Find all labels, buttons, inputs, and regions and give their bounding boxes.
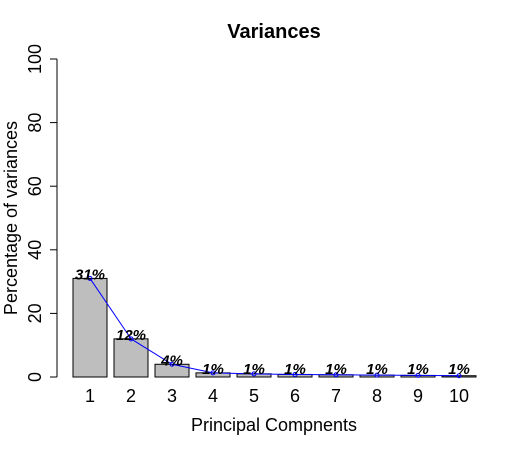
x-tick-label: 7 xyxy=(331,386,341,406)
data-label: 1% xyxy=(448,361,470,378)
trend-point xyxy=(87,275,93,281)
y-axis-label: Percentage of variances xyxy=(1,121,21,315)
data-label: 12% xyxy=(116,327,146,344)
x-tick-label: 6 xyxy=(290,386,300,406)
trend-point xyxy=(456,373,462,379)
trend-point xyxy=(210,370,216,376)
y-tick-label: 80 xyxy=(25,113,45,133)
bar xyxy=(113,338,149,378)
y-tick-label: 100 xyxy=(25,44,45,74)
y-tick-label: 0 xyxy=(25,372,45,382)
x-tick-label: 2 xyxy=(126,386,136,406)
trend-point xyxy=(292,371,298,377)
bar xyxy=(72,277,108,378)
data-label: 1% xyxy=(366,361,388,378)
x-tick-label: 9 xyxy=(413,386,423,406)
x-axis-label: Principal Compnents xyxy=(191,415,357,435)
trend-point xyxy=(333,372,339,378)
chart-title: Variances xyxy=(227,21,320,43)
x-tick-label: 4 xyxy=(208,386,218,406)
x-tick-label: 10 xyxy=(449,386,469,406)
trend-line-group xyxy=(87,275,462,379)
data-labels-group: 31% 12% 4% 1% 1% 1% 1% 1% 1% 1% xyxy=(75,266,470,378)
data-label: 1% xyxy=(202,361,224,378)
x-tick-label: 5 xyxy=(249,386,259,406)
y-tick-label: 60 xyxy=(25,176,45,196)
trend-point xyxy=(415,372,421,378)
y-tick-label: 40 xyxy=(25,240,45,260)
x-tick-label: 1 xyxy=(85,386,95,406)
data-label: 1% xyxy=(243,361,265,378)
trend-point xyxy=(169,361,175,367)
y-tick-label: 20 xyxy=(25,303,45,323)
trend-line xyxy=(89,278,460,377)
data-label: 1% xyxy=(325,361,347,378)
y-axis-ticks: 0 20 40 60 80 100 xyxy=(25,44,57,382)
x-tick-label: 8 xyxy=(372,386,382,406)
data-label: 1% xyxy=(284,361,306,378)
trend-point xyxy=(374,372,380,378)
bars-group xyxy=(72,277,477,378)
data-label: 4% xyxy=(160,352,183,369)
data-label: 31% xyxy=(75,266,105,283)
trend-point xyxy=(128,336,134,342)
data-label: 1% xyxy=(407,361,429,378)
x-axis-tick-labels: 1 2 3 4 5 6 7 8 9 10 xyxy=(85,386,469,406)
x-tick-label: 3 xyxy=(167,386,177,406)
trend-point xyxy=(251,371,257,377)
